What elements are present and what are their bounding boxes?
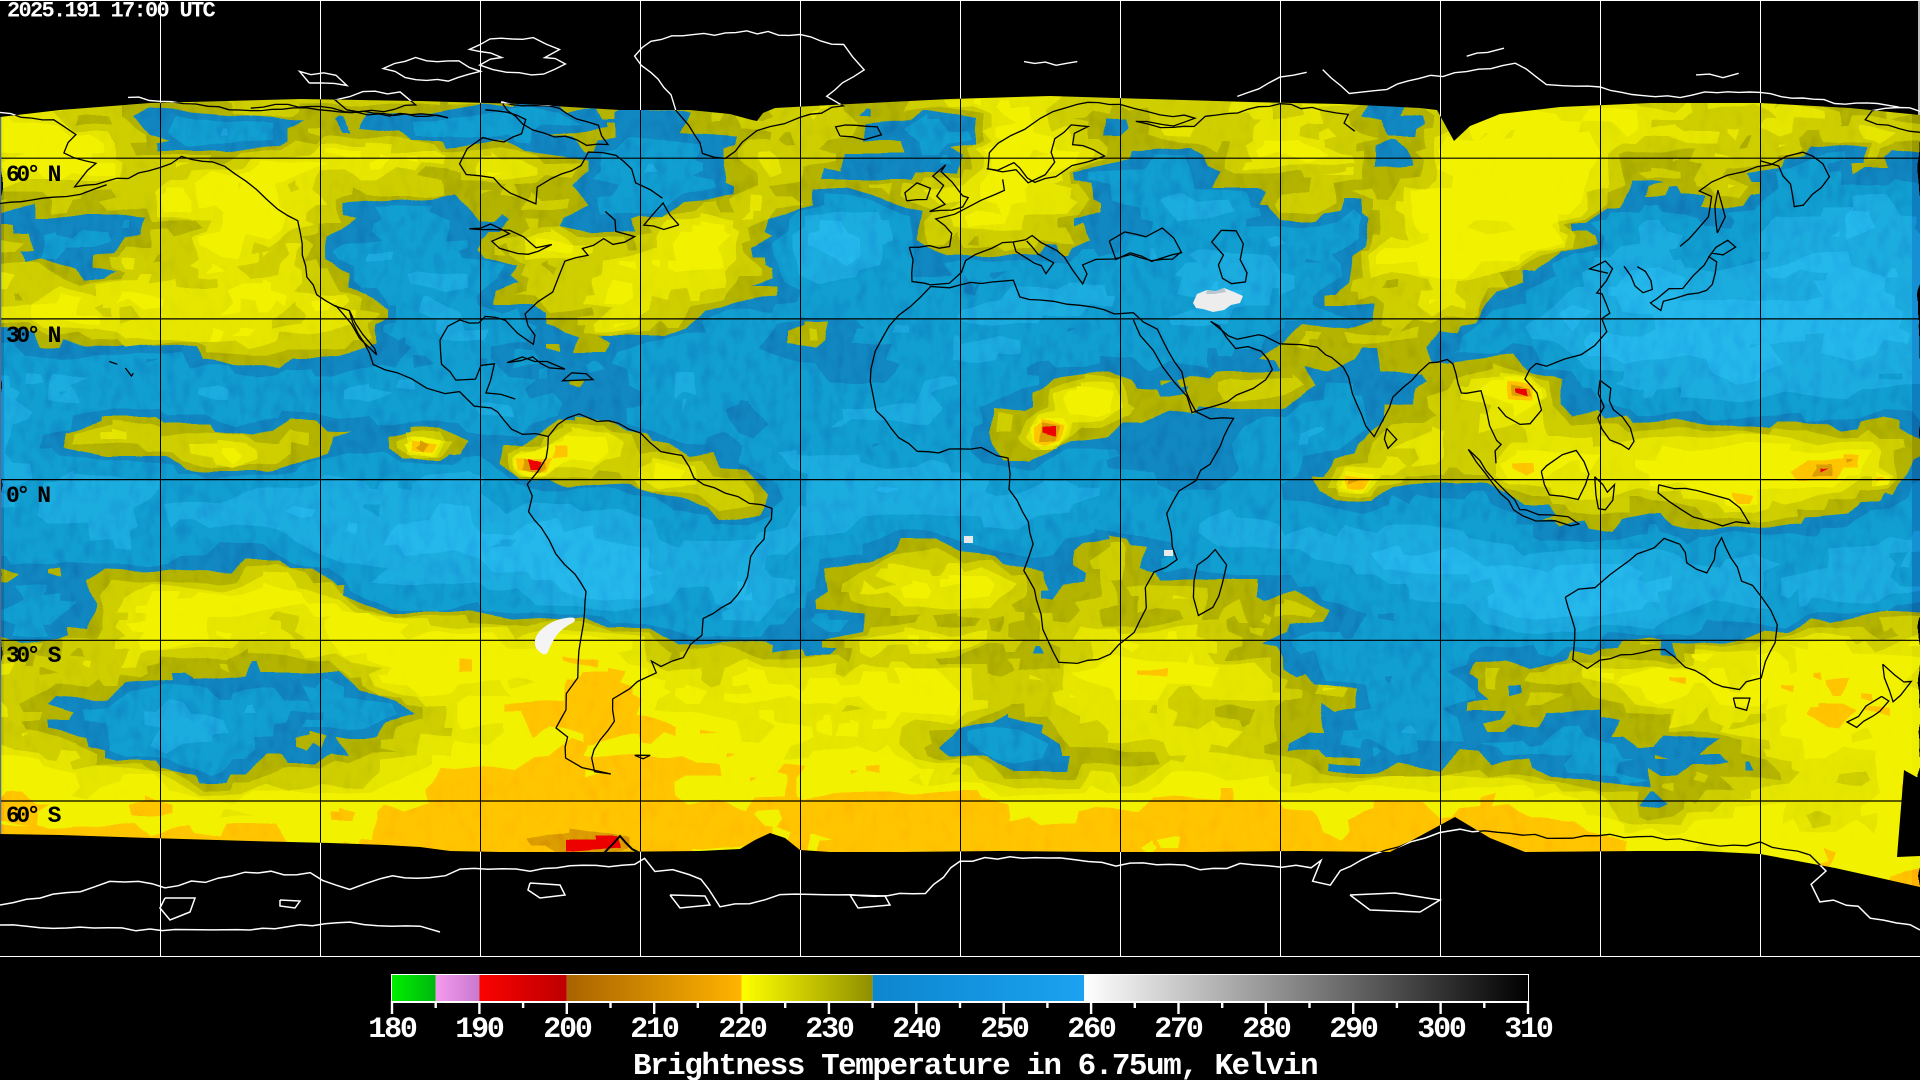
svg-text:190: 190 [455,1013,504,1047]
svg-text:260: 260 [1067,1013,1116,1047]
svg-text:0° N: 0° N [6,483,50,509]
svg-text:250: 250 [980,1013,1029,1047]
svg-text:230: 230 [805,1013,854,1047]
svg-text:240: 240 [892,1013,941,1047]
svg-text:270: 270 [1154,1013,1203,1047]
svg-text:290: 290 [1329,1013,1378,1047]
svg-text:60° S: 60° S [6,803,62,829]
svg-text:280: 280 [1242,1013,1291,1047]
svg-text:30° S: 30° S [6,643,62,669]
svg-text:180: 180 [368,1013,417,1047]
svg-text:210: 210 [630,1013,679,1047]
svg-text:Brightness Temperature in 6.75: Brightness Temperature in 6.75um, Kelvin [633,1049,1317,1080]
svg-text:310: 310 [1504,1013,1553,1047]
svg-text:60° N: 60° N [6,162,61,188]
svg-text:200: 200 [543,1013,592,1047]
svg-text:30° N: 30° N [6,323,61,349]
svg-text:2025.191 17:00 UTC: 2025.191 17:00 UTC [7,0,216,24]
svg-text:220: 220 [718,1013,767,1047]
svg-text:300: 300 [1417,1013,1466,1047]
